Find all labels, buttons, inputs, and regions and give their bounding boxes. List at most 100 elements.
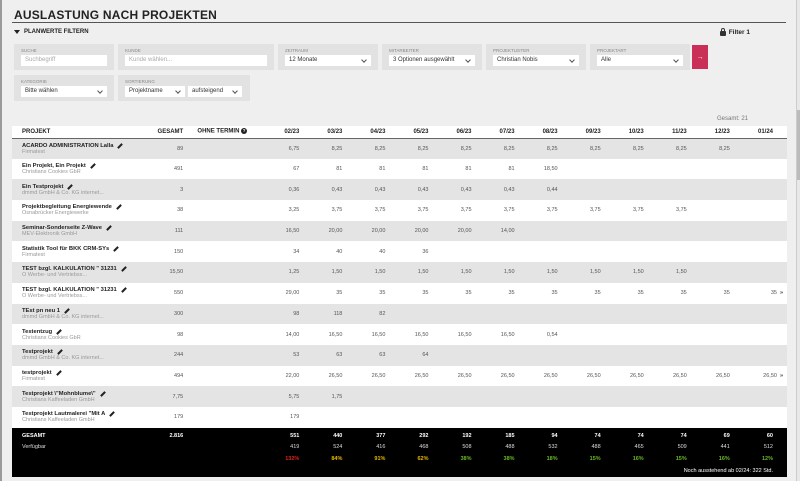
project-cell: TEST bzgl. KALKULATION " 31231 O Werbe- … — [12, 262, 144, 283]
project-name[interactable]: TEst pn neu 1 — [22, 308, 141, 314]
row-month-value: 20,00 — [414, 228, 429, 235]
row-month-value: 1,75 — [331, 393, 343, 400]
project-name[interactable]: testprojekt — [22, 370, 141, 376]
project-name[interactable]: TEST bzgl. KALKULATION " 31231 — [22, 287, 141, 293]
project-name[interactable]: Testprojekt Lautmalerei "Mit A — [22, 411, 141, 417]
project-name-text: Testprojekt — [22, 349, 53, 356]
row-month-value — [604, 159, 647, 180]
scrollbar-thumb[interactable] — [797, 110, 800, 180]
project-name[interactable]: Testentzug — [22, 329, 141, 335]
row-month-value — [733, 407, 787, 428]
row-month-value — [604, 241, 647, 262]
col-month: 10/23 — [603, 126, 647, 139]
project-name[interactable]: Testprojekt \"Mohnblume\" — [22, 391, 141, 397]
row-month-value: 3,75 — [374, 207, 386, 214]
filter-toggle[interactable]: PLANWERTE FILTERN — [14, 29, 89, 35]
pencil-icon[interactable] — [99, 390, 106, 397]
chevron-down-icon — [361, 56, 367, 63]
pencil-icon[interactable] — [120, 287, 127, 293]
row-month-value — [431, 241, 474, 262]
project-name[interactable]: Ein Projekt, Ein Projekt — [22, 163, 141, 169]
col-gesamt[interactable]: GESAMT — [144, 126, 187, 139]
period-select[interactable]: 12 Monate — [285, 55, 371, 66]
row-month-value — [733, 241, 787, 262]
row-total: 98 — [177, 331, 184, 338]
project-name[interactable]: Projektbegleitung Energiewende — [22, 204, 141, 210]
scrollbar[interactable] — [796, 0, 800, 481]
pencil-icon[interactable] — [116, 204, 122, 211]
filter-projektleiter: PROJEKTLEITER Christian Nobis — [486, 44, 586, 70]
pencil-icon[interactable] — [56, 349, 63, 356]
project-name[interactable]: TEST bzgl. KALKULATION " 31231 — [22, 266, 141, 272]
col-projekt[interactable]: PROJEKT — [12, 126, 145, 139]
apply-filter-button[interactable]: → — [692, 45, 708, 69]
row-month-value: 26,50 — [672, 372, 687, 379]
row-month-value — [733, 221, 787, 242]
row-month-value: 1,50 — [374, 269, 386, 276]
table-row: Testprojekt Lautmalerei "Mit A Christian… — [12, 406, 787, 428]
footer-percent-month: 16% — [603, 452, 647, 465]
pencil-icon[interactable] — [64, 308, 70, 314]
col-ohne-termin[interactable]: OHNE TERMIN ? — [186, 126, 259, 139]
project-type-select[interactable]: Alle — [597, 55, 683, 66]
col-ohne-termin-label: OHNE TERMIN — [197, 129, 240, 136]
chevron-down-icon — [465, 56, 471, 63]
row-month-value — [733, 345, 787, 366]
footer-total-month: 185 — [474, 427, 518, 441]
project-name[interactable]: Seminar-Sonderseite Z-Wave — [22, 225, 141, 231]
help-icon[interactable]: ? — [241, 128, 248, 135]
pencil-icon[interactable] — [89, 163, 96, 169]
filter-sortierung: SORTIERUNG Projektname aufsteigend — [118, 75, 250, 101]
row-no-date — [186, 345, 258, 366]
row-month-value: 26,50 — [371, 372, 386, 379]
row-month-value: 1,50 — [331, 269, 343, 276]
double-chevron-right-icon[interactable]: » — [779, 372, 783, 379]
pencil-icon[interactable] — [67, 183, 74, 190]
project-lead-select[interactable]: Christian Nobis — [493, 55, 579, 66]
row-month-value: 14,00 — [285, 331, 300, 338]
double-chevron-right-icon[interactable]: » — [779, 290, 783, 297]
pencil-icon[interactable] — [117, 142, 124, 149]
footer-percent-month: 132% — [258, 452, 303, 465]
footer-total-month: 60 — [732, 427, 787, 441]
project-name[interactable]: Statistik Tool für BKK CRM-SYs — [22, 246, 141, 252]
row-month-value: 81 — [465, 166, 472, 173]
footer-available-month: 512 — [732, 440, 787, 453]
table-row: Testprojekt \"Mohnblume\" Christians Kaf… — [12, 386, 787, 407]
pencil-icon[interactable] — [56, 328, 63, 335]
project-name[interactable]: Testprojekt — [22, 349, 141, 355]
footer-available-month: 509 — [646, 440, 690, 453]
sort-field-select[interactable]: Projektname — [125, 86, 185, 97]
pencil-icon[interactable] — [113, 245, 120, 252]
category-select[interactable]: Bitte wählen — [21, 86, 107, 97]
col-month: 06/23 — [431, 126, 475, 139]
suche-label: SUCHE — [21, 48, 37, 53]
row-month-value: 0,44 — [546, 186, 558, 193]
search-input[interactable]: Suchbegriff — [21, 55, 107, 66]
row-month-value — [388, 407, 431, 428]
employee-select[interactable]: 3 Optionen ausgewählt — [389, 55, 475, 66]
project-name-text: Testprojekt Lautmalerei "Mit A — [22, 411, 106, 418]
row-month-value: 26,50 — [629, 372, 644, 379]
row-month-value: 18,50 — [543, 166, 558, 173]
footer-available-month: 416 — [345, 440, 389, 453]
client-name: Christians Cookies GbR — [22, 169, 81, 176]
project-name[interactable]: Ein Testprojekt — [22, 184, 141, 190]
pencil-icon[interactable] — [109, 411, 116, 418]
table-row: Ein Projekt, Ein Projekt Christians Cook… — [12, 158, 787, 180]
customer-input[interactable]: Kunde wählen... — [125, 55, 267, 66]
pencil-icon[interactable] — [120, 266, 127, 273]
row-month-value: 16,50 — [285, 228, 300, 235]
row-month-value — [561, 407, 604, 428]
row-month-value: 26,50 — [716, 372, 730, 379]
pencil-icon[interactable] — [106, 225, 112, 231]
project-name-text: Ein Projekt, Ein Projekt — [22, 163, 86, 170]
sort-direction-select[interactable]: aufsteigend — [188, 86, 242, 97]
project-name[interactable]: ACARDO ADMINISTRATION Lalla — [22, 143, 141, 149]
col-month: 12/23 — [689, 126, 733, 139]
saved-filter-button[interactable]: Filter 1 — [719, 28, 750, 36]
project-cell: TEst pn neu 1 dmmd GmbH & Co. KG interne… — [12, 304, 144, 325]
row-month-value: 0,36 — [288, 186, 300, 193]
row-month-value: 35 — [465, 290, 472, 297]
pencil-icon[interactable] — [55, 370, 62, 376]
